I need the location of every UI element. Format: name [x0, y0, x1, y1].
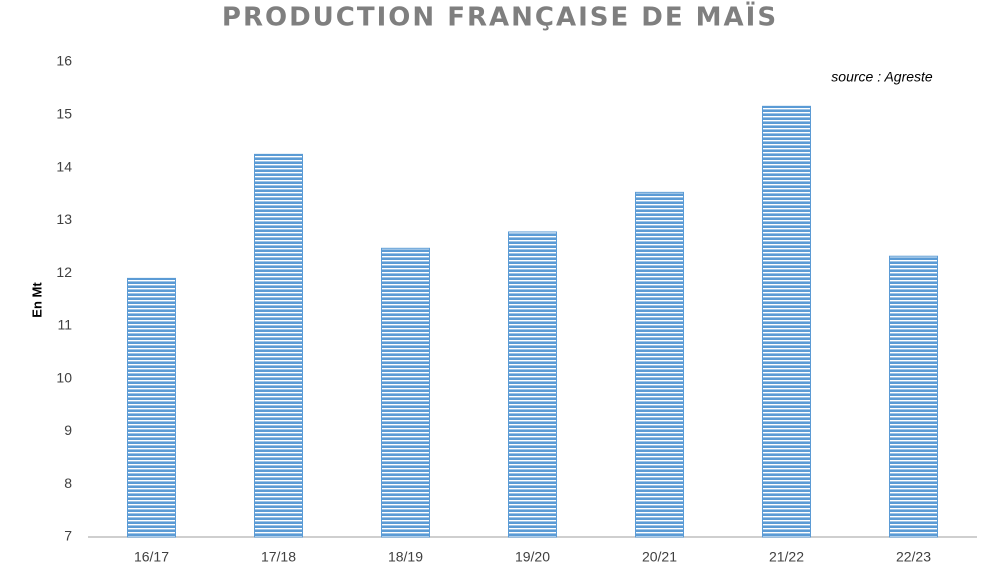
- y-tick-label: 16: [56, 53, 72, 69]
- x-tick-label: 19/20: [515, 549, 550, 562]
- x-tick-label: 17/18: [261, 549, 296, 562]
- bar: [635, 191, 684, 538]
- bar: [889, 255, 938, 538]
- bar: [127, 277, 176, 538]
- x-tick-label: 16/17: [134, 549, 169, 562]
- x-tick-label: 20/21: [642, 549, 677, 562]
- annotation: source : Agreste: [831, 69, 933, 85]
- y-tick-label: 14: [56, 158, 72, 174]
- y-tick-label: 11: [57, 317, 72, 333]
- y-tick-label: 9: [64, 422, 72, 438]
- bar: [254, 153, 303, 538]
- y-axis-label: En Mt: [29, 282, 44, 318]
- x-tick-label: 21/22: [769, 549, 804, 562]
- y-tick-label: 7: [64, 528, 72, 544]
- bar: [381, 247, 430, 538]
- bar: [508, 231, 557, 538]
- x-tick-label: 18/19: [388, 549, 423, 562]
- x-tick-label: 22/23: [896, 549, 931, 562]
- y-tick-label: 13: [56, 211, 72, 227]
- y-tick-label: 15: [56, 105, 72, 121]
- y-tick-label: 8: [64, 475, 72, 491]
- bar: [762, 105, 811, 538]
- chart-title: PRODUCTION FRANÇAISE DE MAÏS: [222, 1, 778, 33]
- y-tick-label: 10: [56, 369, 72, 385]
- y-tick-label: 12: [56, 264, 72, 280]
